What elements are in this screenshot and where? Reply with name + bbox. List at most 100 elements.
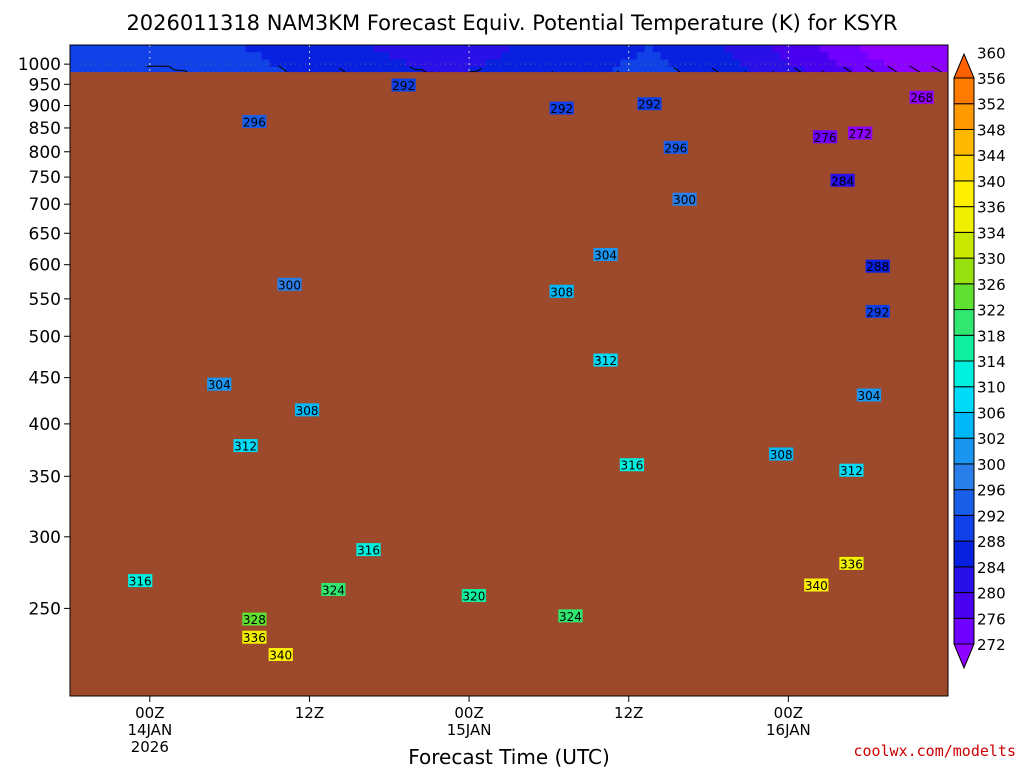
field-cell — [548, 59, 558, 68]
field-cell — [756, 59, 766, 68]
field-cell — [780, 52, 789, 61]
field-cell — [924, 59, 933, 68]
field-cell — [636, 66, 646, 75]
field-cell — [469, 59, 478, 68]
field-cell — [700, 52, 710, 61]
field-cell — [540, 59, 550, 68]
field-cell — [668, 59, 678, 68]
field-cell — [940, 59, 948, 68]
field-cell — [301, 59, 311, 68]
field-cell — [532, 66, 542, 75]
field-cell — [628, 45, 638, 53]
field-cell — [924, 45, 933, 53]
field-cell — [477, 45, 486, 53]
field-cell — [485, 66, 494, 75]
field-cell — [740, 59, 750, 68]
field-cell — [908, 52, 917, 61]
field-cell — [940, 52, 948, 61]
field-cell — [509, 45, 518, 53]
field-cell — [117, 59, 127, 68]
field-cell — [301, 66, 311, 75]
field-cell — [421, 66, 430, 75]
field-cell — [884, 59, 893, 68]
field-cell — [269, 45, 279, 53]
field-cell — [181, 59, 191, 68]
field-cell — [277, 66, 287, 75]
field-cell — [461, 52, 470, 61]
field-cell — [588, 66, 598, 75]
field-cell — [812, 66, 821, 75]
field-cell — [892, 52, 901, 61]
field-cell — [532, 45, 542, 53]
field-cell — [389, 45, 398, 53]
field-cell — [516, 59, 526, 68]
field-cell — [109, 59, 119, 68]
field-cell — [748, 66, 758, 75]
field-cell — [70, 45, 79, 53]
field-cell — [189, 52, 199, 61]
field-cell — [596, 59, 606, 68]
field-cell — [229, 66, 239, 75]
field-cell — [453, 45, 462, 53]
field-cell — [580, 66, 590, 75]
field-cell — [333, 59, 342, 68]
field-cell — [564, 66, 574, 75]
field-cell — [477, 66, 486, 75]
field-cell — [908, 59, 917, 68]
field-cell — [580, 45, 590, 53]
field-cell — [668, 66, 678, 75]
field-cell — [564, 52, 574, 61]
field-cell — [620, 45, 630, 53]
field-cell — [253, 45, 263, 53]
field-cell — [437, 45, 446, 53]
field-cell — [381, 66, 390, 75]
field-cell — [485, 45, 494, 53]
field-cell — [237, 59, 247, 68]
field-cell — [173, 59, 183, 68]
field-cell — [804, 52, 813, 61]
field-cell — [780, 45, 789, 53]
field-cell — [828, 59, 837, 68]
field-cell — [461, 59, 470, 68]
field-cell — [556, 66, 566, 75]
field-cell — [668, 52, 678, 61]
field-cell — [205, 52, 215, 61]
field-cell — [365, 52, 374, 61]
field-cell — [588, 45, 598, 53]
field-cell — [700, 59, 710, 68]
field-cell — [501, 59, 510, 68]
field-cell — [373, 59, 382, 68]
field-cell — [477, 59, 486, 68]
field-cell — [644, 52, 654, 61]
field-cell — [381, 59, 390, 68]
field-cell — [852, 52, 861, 61]
field-cell — [165, 66, 175, 75]
field-cell — [604, 45, 614, 53]
field-cell — [109, 66, 119, 75]
field-cell — [692, 45, 702, 53]
field-cell — [493, 45, 502, 53]
field-cell — [596, 45, 606, 53]
field-cell — [692, 59, 702, 68]
field-cell — [397, 52, 406, 61]
field-cell — [748, 59, 758, 68]
field-cell — [381, 52, 390, 61]
field-cell — [876, 45, 885, 53]
field-cell — [860, 52, 869, 61]
field-cell — [221, 66, 231, 75]
field-cell — [900, 59, 909, 68]
field-cell — [652, 59, 662, 68]
field-cell — [285, 45, 295, 53]
field-cell — [836, 59, 845, 68]
field-cell — [469, 52, 478, 61]
field-cell — [652, 45, 662, 53]
field-cell — [309, 59, 319, 68]
field-cell — [812, 59, 821, 68]
field-cell — [788, 45, 797, 53]
field-cell — [245, 52, 255, 61]
field-cell — [916, 45, 925, 53]
field-cell — [93, 45, 103, 53]
field-cell — [804, 45, 813, 53]
field-cell — [237, 66, 247, 75]
field-cell — [684, 66, 694, 75]
